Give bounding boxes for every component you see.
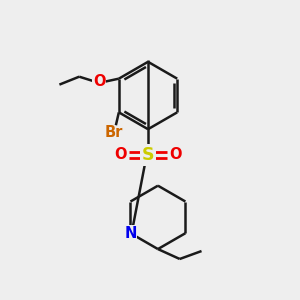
Text: S: S — [142, 146, 154, 164]
Text: O: O — [114, 148, 127, 163]
Text: N: N — [124, 226, 137, 241]
Text: O: O — [93, 74, 105, 89]
Text: Br: Br — [105, 125, 123, 140]
Text: O: O — [169, 148, 182, 163]
